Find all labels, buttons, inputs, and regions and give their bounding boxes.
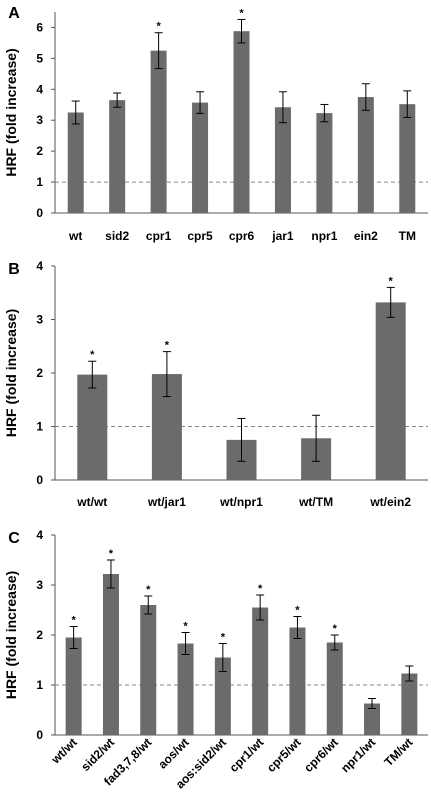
y-tick-label: 1 (36, 175, 43, 189)
category-label: wt/TM (298, 495, 333, 509)
y-tick-label: 2 (36, 144, 43, 158)
category-label: wt/ein2 (369, 495, 411, 509)
bar (316, 113, 333, 213)
significance-star: * (221, 632, 226, 644)
bar (177, 643, 194, 735)
y-tick-label: 1 (36, 420, 43, 434)
significance-star: * (183, 621, 188, 633)
chart-panel-b: B HRF (fold increase) 0 1 2 3 4 * wt/wt * wt/jar1 w… (3, 259, 428, 509)
significance-star: * (72, 615, 77, 627)
y-tick-label: 4 (36, 259, 43, 273)
category-label: jar1 (271, 229, 294, 243)
chart-panel-a: A HRF (fold increase) 0 1 2 3 4 5 6 wt sid2 * cpr1 cp… (3, 5, 428, 243)
bar (233, 31, 250, 214)
y-tick-label: 2 (36, 628, 43, 642)
y-axis-label: HRF (fold increase) (3, 48, 19, 176)
y-tick-label: 0 (36, 728, 43, 742)
bar (192, 102, 209, 213)
bar (109, 100, 126, 213)
category-label: cpr1/wt (227, 735, 267, 775)
category-label: TM (399, 229, 416, 243)
category-label: sid2 (105, 229, 129, 243)
bar (67, 112, 84, 213)
category-label: wt/wt (76, 495, 107, 509)
y-axis-label: HRF (fold increase) (3, 309, 19, 437)
category-label: wt/npr1 (219, 495, 263, 509)
bar (65, 637, 82, 735)
bar (289, 627, 306, 735)
category-label: cpr5/wt (264, 735, 304, 775)
bar (150, 50, 167, 214)
bar (326, 642, 343, 735)
bar (399, 104, 416, 213)
category-label: cpr5 (187, 229, 213, 243)
category-label: wt (68, 229, 82, 243)
y-tick-label: 0 (36, 473, 43, 487)
significance-star: * (165, 340, 170, 352)
significance-star: * (295, 605, 300, 617)
y-tick-label: 6 (36, 20, 43, 34)
significance-star: * (90, 349, 95, 361)
bar (102, 574, 119, 735)
bar (274, 107, 291, 213)
significance-star: * (389, 275, 394, 287)
bar (77, 374, 108, 480)
y-tick-label: 2 (36, 366, 43, 380)
y-tick-label: 0 (36, 206, 43, 220)
significance-star: * (109, 548, 114, 560)
significance-star: * (258, 583, 263, 595)
significance-star: * (333, 623, 338, 635)
y-tick-label: 3 (36, 113, 43, 127)
y-tick-label: 4 (36, 82, 43, 96)
panel-label: B (8, 261, 20, 278)
significance-star: * (156, 21, 161, 33)
bar (401, 673, 418, 735)
y-tick-label: 3 (36, 578, 43, 592)
category-label: wt/jar1 (147, 495, 186, 509)
y-tick-label: 5 (36, 51, 43, 65)
category-label: aos/wt (155, 735, 191, 771)
category-label: wt/wt (48, 735, 80, 767)
category-label: cpr6/wt (301, 735, 341, 775)
y-tick-label: 4 (36, 528, 43, 542)
category-label: npr1/wt (338, 735, 378, 775)
significance-star: * (239, 7, 244, 19)
y-axis-label: HRF (fold increase) (3, 571, 19, 699)
bar (252, 607, 269, 735)
significance-star: * (146, 584, 151, 596)
y-tick-label: 3 (36, 313, 43, 327)
bar (214, 657, 231, 735)
category-label: TM/wt (382, 735, 416, 769)
bar (364, 703, 381, 735)
category-label: cpr6 (229, 229, 255, 243)
category-label: npr1 (311, 229, 337, 243)
panel-label: C (8, 530, 20, 547)
category-label: cpr1 (146, 229, 172, 243)
panel-label: A (8, 5, 20, 22)
y-tick-label: 1 (36, 678, 43, 692)
bar (140, 605, 157, 735)
bar (357, 97, 374, 213)
category-label: ein2 (354, 229, 378, 243)
bar (375, 302, 406, 480)
